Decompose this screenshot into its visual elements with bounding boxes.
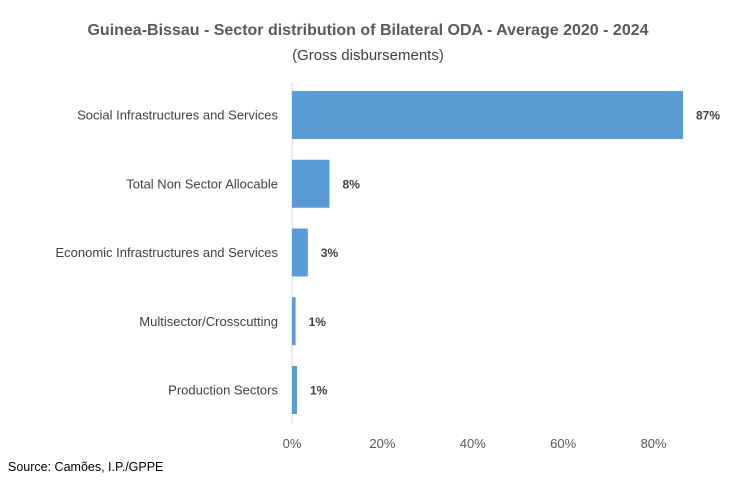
x-tick-label: 40% [460, 436, 486, 451]
bar-4 [292, 366, 297, 414]
x-tick-label: 60% [550, 436, 576, 451]
chart-subtitle: (Gross disbursements) [292, 47, 444, 64]
category-label: Total Non Sector Allocable [126, 176, 278, 191]
bar-0 [292, 91, 683, 139]
source-note: Source: Camões, I.P./GPPE [8, 460, 164, 474]
x-tick-label: 20% [369, 436, 395, 451]
category-label: Production Sectors [168, 383, 278, 398]
x-tick-label: 80% [641, 436, 667, 451]
bar-3 [292, 297, 296, 346]
category-label: Multisector/Crosscutting [139, 314, 278, 329]
bar-2 [292, 228, 308, 277]
data-label: 1% [309, 315, 327, 329]
data-label: 1% [310, 384, 328, 398]
data-label: 8% [343, 177, 361, 191]
category-label: Social Infrastructures and Services [77, 108, 278, 123]
category-label: Economic Infrastructures and Services [55, 245, 278, 260]
bar-1 [292, 159, 330, 208]
data-label: 3% [321, 246, 339, 260]
data-label: 87% [696, 109, 720, 123]
x-tick-label: 0% [283, 436, 302, 451]
chart-title: Guinea-Bissau - Sector distribution of B… [87, 22, 649, 39]
